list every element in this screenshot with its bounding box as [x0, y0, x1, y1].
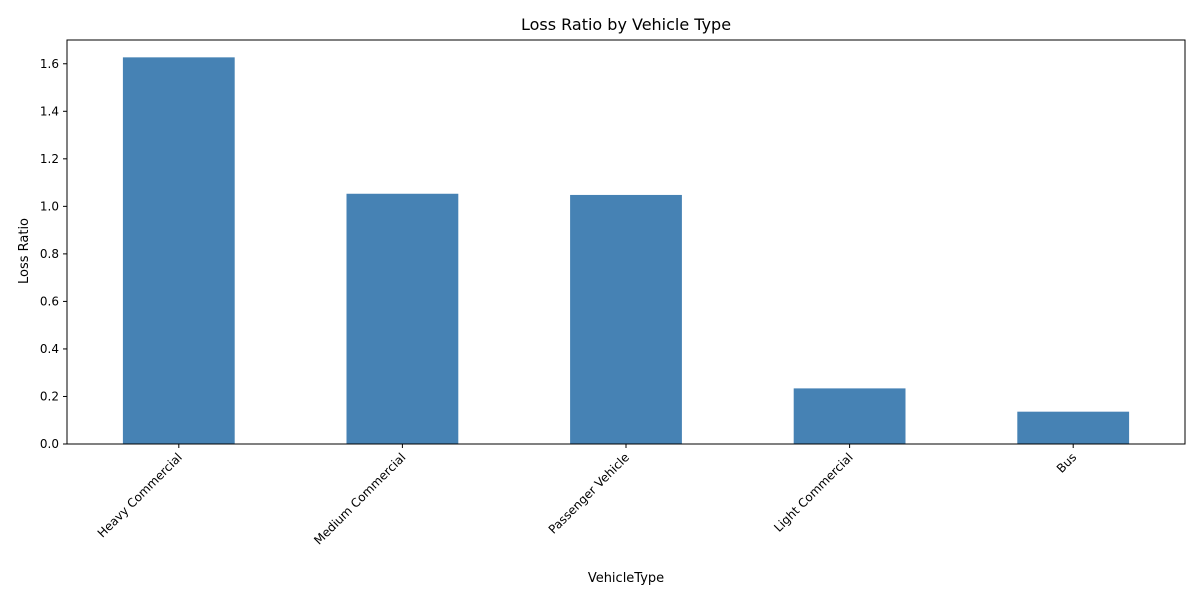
bar-passenger-vehicle — [570, 194, 682, 444]
y-tick-label: 0.6 — [40, 294, 59, 308]
x-tick-label: Passenger Vehicle — [546, 450, 632, 536]
y-tick-label: 0.0 — [40, 437, 59, 451]
y-axis-label: Loss Ratio — [17, 218, 32, 284]
y-axis: 0.0 0.2 0.4 0.6 0.8 1.0 1.2 1.4 1.6 — [40, 57, 67, 451]
x-tick-label: Medium Commercial — [311, 450, 408, 547]
x-tick-label: Light Commercial — [771, 450, 856, 535]
y-tick-label: 0.8 — [40, 247, 59, 261]
x-axis-label: VehicleType — [588, 571, 664, 586]
y-tick-label: 1.2 — [40, 152, 59, 166]
plot-frame — [66, 39, 1186, 445]
bar-medium-commercial — [346, 193, 459, 444]
y-tick-label: 1.6 — [40, 57, 59, 71]
y-tick-label: 0.2 — [40, 389, 59, 403]
x-tick-label: Heavy Commercial — [95, 450, 185, 540]
x-tick-label: Bus — [1054, 450, 1080, 476]
x-axis: Heavy Commercial Medium Commercial Passeng… — [95, 444, 1080, 548]
bars-layer — [122, 57, 1130, 444]
y-tick-label: 1.4 — [40, 104, 59, 118]
chart-title: Loss Ratio by Vehicle Type — [521, 15, 731, 34]
bar-bus — [1017, 411, 1130, 444]
bar-light-commercial — [793, 388, 906, 444]
y-tick-label: 1.0 — [40, 199, 59, 213]
bar-heavy-commercial — [122, 57, 235, 444]
y-tick-label: 0.4 — [40, 342, 59, 356]
